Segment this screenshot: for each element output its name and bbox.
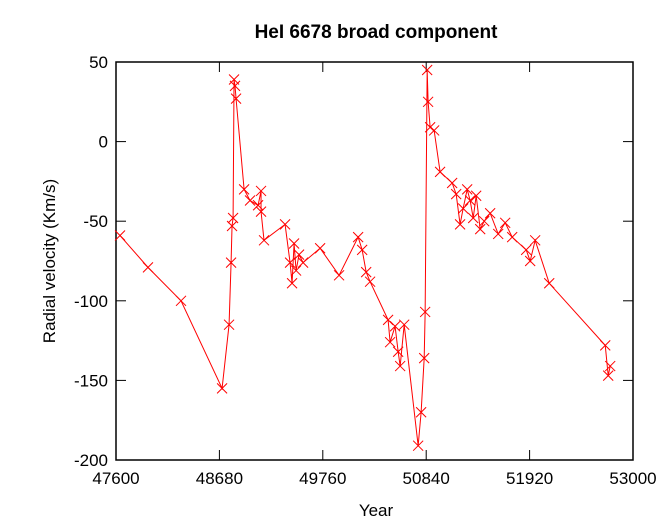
marker (450, 188, 462, 200)
marker (290, 265, 302, 276)
x-tick-label: 53000 (609, 469, 656, 488)
marker (457, 203, 469, 214)
marker (225, 257, 237, 268)
marker (446, 177, 458, 189)
marker (506, 231, 518, 243)
marker (467, 212, 479, 224)
marker (230, 93, 242, 104)
marker (470, 190, 482, 202)
marker (333, 269, 345, 281)
data-line (119, 69, 611, 446)
marker (418, 352, 430, 364)
marker (175, 295, 187, 307)
marker (604, 360, 616, 372)
marker (454, 219, 466, 230)
marker (421, 64, 433, 76)
x-tick-label: 49760 (299, 469, 346, 488)
marker (484, 207, 496, 219)
y-tick-label: -50 (83, 212, 108, 231)
marker (422, 96, 434, 108)
marker (360, 266, 372, 278)
marker (394, 360, 406, 372)
marker (216, 383, 228, 394)
marker (398, 319, 410, 331)
marker (258, 234, 270, 246)
marker (602, 370, 614, 381)
chart-title: HeI 6678 broad component (255, 22, 499, 43)
plot-frame (115, 61, 634, 461)
marker (529, 234, 541, 246)
marker (255, 185, 267, 197)
marker (389, 320, 401, 332)
y-tick-label: 50 (89, 53, 108, 72)
marker (227, 212, 239, 224)
marker (461, 184, 473, 195)
marker (252, 199, 264, 211)
marker (415, 406, 427, 418)
marker (474, 223, 486, 235)
marker (520, 244, 532, 256)
x-tick-label: 50840 (403, 469, 450, 488)
marker (419, 306, 431, 318)
y-tick-label: -100 (74, 292, 108, 311)
marker (114, 230, 126, 241)
marker (464, 195, 476, 206)
marker (238, 184, 250, 195)
marker (478, 215, 490, 227)
marker (492, 228, 504, 240)
marker (286, 277, 298, 289)
marker (543, 277, 555, 289)
marker (384, 336, 396, 348)
marker (288, 238, 300, 249)
marker (428, 125, 440, 136)
marker (314, 242, 326, 254)
y-tick-label: -200 (74, 451, 108, 470)
marker (293, 249, 305, 260)
marker (352, 231, 364, 243)
marker (499, 217, 511, 229)
marker (364, 276, 376, 288)
x-tick-label: 51920 (506, 469, 553, 488)
x-tick-label: 47600 (92, 469, 139, 488)
marker (244, 195, 256, 206)
marker (229, 80, 241, 92)
marker (599, 340, 611, 351)
marker (392, 346, 404, 358)
marker (279, 219, 291, 230)
y-tick-label: -150 (74, 371, 108, 390)
marker (297, 257, 309, 268)
marker (356, 244, 368, 256)
marker (284, 257, 296, 268)
y-tick-label: 0 (99, 133, 108, 152)
marker (255, 206, 267, 218)
marker (524, 255, 536, 267)
marker (434, 166, 446, 178)
marker (223, 319, 235, 331)
x-axis-label: Year (359, 501, 394, 520)
marker (412, 440, 424, 452)
x-tick-label: 48680 (196, 469, 243, 488)
y-axis-label: Radial velocity (Km/s) (40, 179, 59, 343)
marker (142, 262, 154, 273)
